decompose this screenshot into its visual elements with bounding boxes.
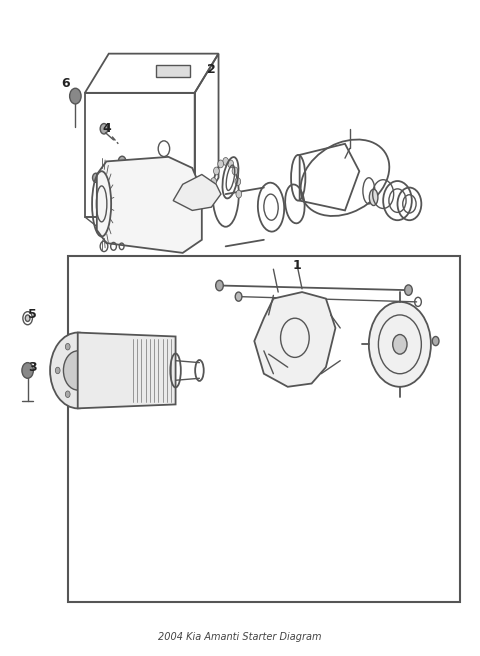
Bar bbox=[68, 256, 459, 602]
Circle shape bbox=[232, 167, 238, 175]
Circle shape bbox=[96, 367, 100, 374]
Circle shape bbox=[70, 89, 81, 104]
Circle shape bbox=[223, 157, 228, 165]
Text: 5: 5 bbox=[28, 308, 37, 321]
Polygon shape bbox=[254, 292, 336, 387]
Circle shape bbox=[432, 337, 439, 346]
Circle shape bbox=[63, 351, 92, 390]
Text: 4: 4 bbox=[102, 122, 111, 135]
Circle shape bbox=[235, 292, 242, 301]
Circle shape bbox=[228, 160, 234, 168]
Circle shape bbox=[65, 344, 70, 350]
Circle shape bbox=[211, 178, 216, 186]
Circle shape bbox=[85, 391, 90, 398]
Ellipse shape bbox=[369, 189, 378, 205]
Polygon shape bbox=[78, 333, 176, 408]
Circle shape bbox=[216, 280, 223, 291]
Circle shape bbox=[50, 333, 106, 408]
Circle shape bbox=[100, 123, 108, 134]
Circle shape bbox=[118, 156, 126, 167]
Text: 2: 2 bbox=[207, 64, 216, 77]
Polygon shape bbox=[97, 157, 202, 253]
Text: 2004 Kia Amanti Starter Diagram: 2004 Kia Amanti Starter Diagram bbox=[158, 632, 322, 642]
Text: 1: 1 bbox=[293, 259, 301, 272]
Circle shape bbox=[214, 167, 219, 175]
Circle shape bbox=[236, 190, 241, 198]
Circle shape bbox=[405, 285, 412, 295]
Circle shape bbox=[25, 315, 30, 321]
Circle shape bbox=[235, 178, 240, 186]
Circle shape bbox=[65, 391, 70, 398]
Text: 3: 3 bbox=[28, 361, 37, 374]
Polygon shape bbox=[156, 66, 190, 77]
Circle shape bbox=[93, 173, 99, 182]
Polygon shape bbox=[173, 174, 221, 211]
Circle shape bbox=[218, 160, 224, 168]
Circle shape bbox=[55, 367, 60, 374]
Circle shape bbox=[393, 335, 407, 354]
Text: 6: 6 bbox=[61, 77, 70, 89]
Circle shape bbox=[22, 363, 34, 379]
Circle shape bbox=[369, 302, 431, 387]
Circle shape bbox=[85, 344, 90, 350]
